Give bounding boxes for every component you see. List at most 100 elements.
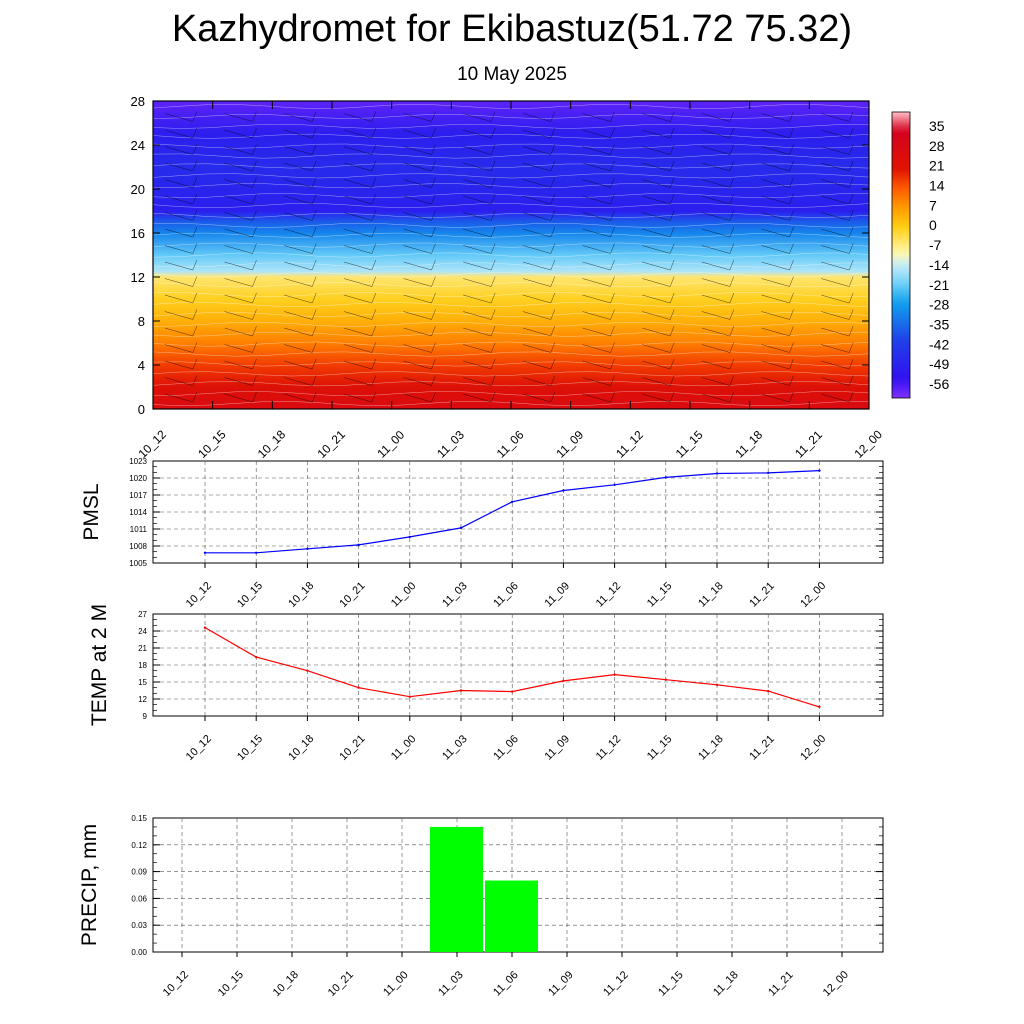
- wind-barb: [343, 261, 372, 271]
- wind-barb: [522, 360, 551, 370]
- wind-barb: [284, 278, 313, 287]
- heat-y-tick-label: 24: [131, 138, 145, 153]
- wind-barb-flag: [311, 177, 317, 188]
- wind-barb: [403, 360, 432, 370]
- wind-barb: [522, 228, 551, 238]
- wind-barb: [343, 146, 372, 155]
- wind-barb-flag: [848, 375, 854, 386]
- wind-barb-flag: [729, 375, 735, 386]
- wind-barb-flag: [550, 193, 556, 205]
- wind-barb: [701, 228, 730, 238]
- wind-barb-flag: [431, 210, 436, 221]
- x-tick-label: 11_03: [440, 733, 470, 763]
- x-tick-label: 10_21: [337, 580, 367, 610]
- wind-barb-flag: [490, 309, 496, 320]
- y-tick-label: 0.15: [131, 814, 147, 823]
- wind-barb-flag: [669, 259, 675, 271]
- isotherm-line: [153, 381, 869, 387]
- wind-barb-flag: [669, 292, 675, 304]
- precip-chart: 0.00 0.03 0.06 0.09 0.12 0.15 10_12 10_15 10_18 1…: [78, 814, 884, 999]
- wind-barb: [582, 377, 611, 386]
- wind-barb-flag: [789, 243, 794, 254]
- x-tick-label: 11_03: [436, 969, 466, 999]
- wind-barb: [701, 212, 730, 221]
- y-tick-label: 0.00: [131, 948, 147, 957]
- wind-barb-flag: [371, 210, 377, 221]
- wind-barb-flag: [848, 177, 854, 188]
- wind-barb: [164, 261, 193, 271]
- wind-barb: [761, 278, 790, 287]
- wind-barb: [761, 261, 790, 271]
- wind-barb-flag: [252, 358, 257, 370]
- wind-barb-flag: [789, 259, 794, 271]
- wind-barb: [701, 377, 730, 386]
- x-tick-label: 12_00: [798, 580, 828, 610]
- x-tick-label: 11_18: [696, 580, 726, 610]
- wind-barb-flag: [311, 292, 317, 304]
- isotherm-line: [153, 252, 869, 258]
- isotherm-line: [153, 114, 869, 119]
- isotherm-line: [153, 302, 869, 307]
- wind-barb-flag: [789, 210, 794, 221]
- wind-barb-flag: [371, 292, 377, 304]
- wind-barb: [164, 393, 193, 403]
- wind-barb-flag: [490, 160, 496, 172]
- wind-barb: [224, 261, 253, 271]
- precip-bar: [485, 880, 538, 952]
- wind-barb: [284, 344, 313, 353]
- wind-barb: [642, 129, 671, 139]
- wind-barb-flag: [669, 243, 675, 254]
- x-tick-label: 11_09: [546, 969, 576, 999]
- wind-barb: [582, 212, 611, 221]
- colorbar-strip: [891, 111, 911, 399]
- wind-barb: [463, 377, 492, 386]
- series-point: [664, 678, 667, 681]
- wind-barb-flag: [729, 210, 735, 221]
- wind-barb: [284, 261, 313, 271]
- wind-barb: [284, 360, 313, 370]
- isotherm-line: [153, 282, 869, 288]
- isotherm-line: [153, 371, 869, 377]
- x-tick-label: 11_12: [601, 969, 631, 999]
- wind-barb: [821, 360, 850, 370]
- isotherm-line: [153, 272, 869, 278]
- wind-barb: [224, 179, 253, 188]
- wind-barb-flag: [371, 243, 377, 254]
- wind-barb-flag: [729, 160, 735, 172]
- isotherm-line: [153, 203, 869, 208]
- heat-x-tick-label: 10_18: [255, 427, 289, 461]
- wind-barb: [582, 146, 611, 155]
- series-point: [613, 673, 616, 676]
- wind-barb-flag: [789, 144, 794, 155]
- series-point: [511, 690, 514, 693]
- wind-barb-flag: [848, 210, 854, 221]
- wind-barb: [403, 327, 432, 337]
- series-point: [818, 469, 821, 472]
- heat-x-tick-label: 11_15: [673, 428, 706, 461]
- wind-barb: [463, 278, 492, 287]
- wind-barb-flag: [490, 111, 496, 122]
- wind-barb: [403, 393, 432, 403]
- wind-barb: [463, 195, 492, 205]
- wind-barb: [403, 294, 432, 304]
- series-point: [306, 547, 309, 551]
- wind-barb: [821, 129, 850, 139]
- wind-barb-flag: [610, 292, 615, 304]
- wind-barb-flag: [669, 309, 675, 320]
- series-point: [818, 705, 821, 709]
- wind-barb-flag: [848, 358, 854, 370]
- y-tick-label: 1011: [130, 525, 148, 534]
- wind-barb-flag: [848, 226, 854, 238]
- wind-barb: [224, 245, 253, 254]
- wind-barb-flag: [371, 309, 377, 320]
- temp-2m-chart: 9 12 15 18 21 24 27 10_12 10_15 10_18 10_21 11_00 11…: [88, 604, 884, 763]
- y-tick-label: 21: [138, 644, 147, 653]
- wind-barb: [701, 129, 730, 139]
- wind-barb: [403, 245, 432, 254]
- wind-barb: [761, 129, 790, 139]
- wind-barb-flag: [431, 160, 436, 172]
- wind-barb: [164, 162, 193, 172]
- wind-barb: [403, 228, 432, 238]
- colorbar-label: 28: [929, 138, 945, 154]
- heat-x-tick-label: 11_03: [434, 428, 467, 461]
